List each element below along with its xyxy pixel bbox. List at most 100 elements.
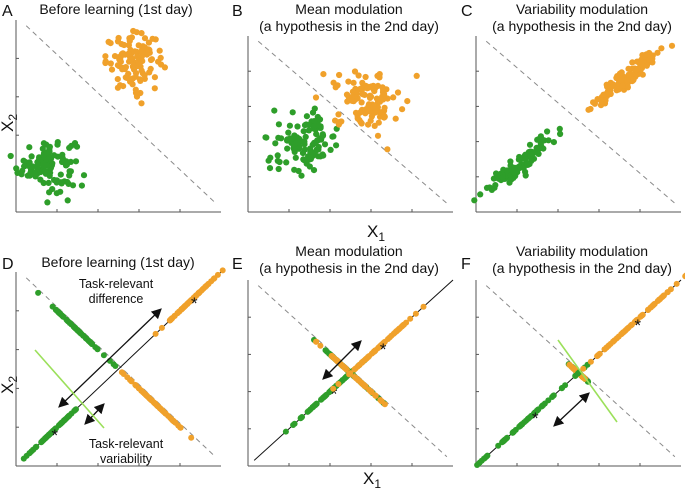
point-green: [26, 144, 33, 151]
point-green: [21, 163, 28, 170]
point-orange: [117, 56, 124, 63]
point-orange: [618, 69, 625, 76]
point-green: [59, 155, 66, 162]
point-green: [486, 184, 493, 191]
orth-projection-point-orange: [156, 404, 163, 411]
point-orange: [364, 85, 371, 92]
diag-projection-point-green: [535, 406, 542, 413]
mean-marker-green: *: [532, 409, 539, 428]
point-orange: [629, 59, 636, 66]
diag-projection-point-orange: [624, 325, 631, 332]
point-orange: [108, 66, 116, 73]
point-green: [54, 139, 61, 146]
point-orange: [149, 35, 156, 42]
diag-projection-point-orange: [628, 321, 635, 328]
diag-projection-point-orange: [219, 267, 226, 274]
diag-projection-point-green: [510, 428, 517, 435]
diag-projection-point-green: [312, 402, 318, 409]
point-orange: [128, 56, 135, 63]
point-green: [295, 167, 302, 175]
point-green: [309, 109, 317, 116]
orth-projection-point-green: [53, 307, 60, 314]
diag-projection-point-orange: [211, 275, 218, 282]
point-green: [302, 133, 309, 140]
diag-projection-point-orange: [356, 362, 363, 368]
point-orange: [413, 72, 420, 79]
decision-boundary-A: [25, 25, 216, 203]
diag-projection-point-orange: [619, 329, 626, 336]
point-green: [53, 190, 60, 197]
point-orange: [597, 97, 605, 104]
classifier-line-F: [557, 339, 618, 423]
point-green: [45, 179, 52, 186]
panel-C: [471, 36, 681, 213]
point-orange: [381, 91, 388, 98]
point-green: [311, 118, 318, 125]
point-green: [266, 165, 274, 172]
orth-projection-point-orange: [313, 338, 320, 345]
point-orange: [604, 83, 611, 90]
orth-projection-point-orange: [162, 410, 169, 417]
point-green: [300, 156, 307, 163]
diag-projection-point-orange: [667, 286, 674, 293]
point-green: [313, 131, 320, 138]
point-green: [275, 121, 282, 128]
title-E-line2: (a hypothesis in the 2nd day): [259, 260, 439, 276]
orth-projection-point-orange: [168, 416, 175, 423]
point-orange: [102, 53, 109, 60]
point-orange: [131, 48, 138, 55]
point-orange: [147, 65, 154, 72]
task-relevant-difference-arrow: [58, 308, 162, 408]
title-D: Before learning (1st day): [41, 254, 194, 270]
panel-label-D: D: [2, 256, 14, 273]
point-orange: [634, 65, 641, 73]
point-orange: [130, 27, 137, 35]
point-orange: [141, 35, 149, 42]
diag-projection-point-orange: [198, 287, 205, 294]
point-green: [516, 153, 523, 161]
diag-projection-point-orange: [347, 370, 354, 377]
orth-projection-point-green: [82, 334, 89, 341]
diag-projection-point-green: [66, 412, 73, 419]
point-green: [275, 165, 282, 173]
point-green: [311, 123, 318, 130]
point-orange: [590, 99, 597, 106]
point-green: [28, 153, 35, 160]
point-orange: [137, 89, 144, 97]
point-orange: [351, 68, 359, 75]
point-green: [276, 158, 283, 166]
point-green: [46, 172, 53, 179]
diag-projection-point-orange: [330, 385, 337, 392]
title-B-line2: (a hypothesis in the 2nd day): [259, 18, 439, 34]
diag-projection-point-green: [20, 455, 27, 462]
point-green: [291, 141, 298, 148]
point-green: [69, 182, 77, 189]
point-orange: [379, 84, 386, 91]
point-orange: [147, 56, 155, 64]
point-green: [287, 135, 294, 142]
point-orange: [654, 49, 661, 56]
point-green: [44, 199, 51, 206]
point-orange: [138, 29, 145, 37]
point-green: [312, 139, 319, 146]
point-green: [274, 152, 281, 159]
point-orange: [137, 77, 144, 84]
point-orange: [105, 38, 112, 46]
diag-projection-point-orange: [661, 292, 667, 299]
point-orange: [394, 89, 402, 96]
point-orange: [138, 100, 145, 107]
point-orange: [366, 108, 373, 115]
diag-projection-point-green: [550, 392, 557, 399]
point-orange: [161, 64, 168, 71]
point-green: [43, 149, 50, 156]
diag-projection-point-orange: [610, 338, 616, 345]
point-green: [305, 127, 312, 134]
point-green: [499, 174, 506, 181]
title-C-line1: Variability modulation: [516, 1, 648, 17]
point-green: [14, 169, 21, 176]
point-orange: [126, 37, 133, 45]
point-orange: [399, 106, 406, 113]
point-orange: [371, 122, 378, 129]
panel-label-B: B: [232, 3, 243, 20]
point-orange: [132, 89, 140, 97]
